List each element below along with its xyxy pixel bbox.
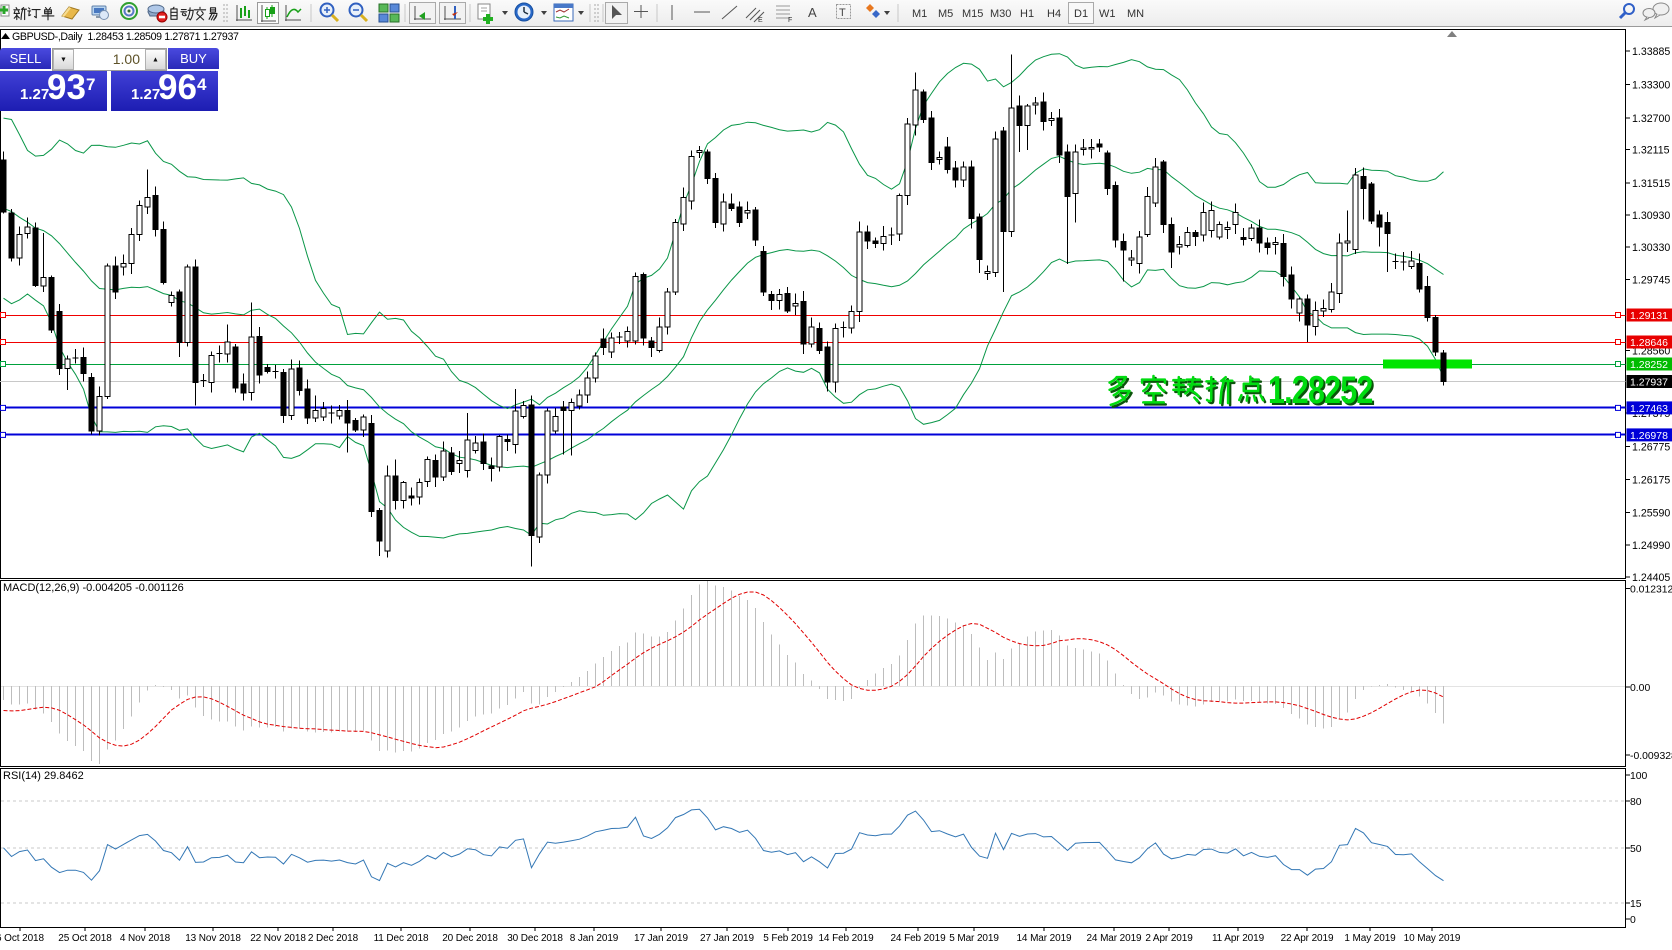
svg-text:11 Dec 2018: 11 Dec 2018	[374, 933, 429, 944]
svg-text:1.25590: 1.25590	[1632, 508, 1670, 520]
svg-text:H1: H1	[1020, 8, 1034, 20]
svg-text:14 Feb 2019: 14 Feb 2019	[818, 933, 874, 944]
svg-text:1.32115: 1.32115	[1632, 145, 1670, 157]
svg-text:1 May 2019: 1 May 2019	[1344, 933, 1396, 944]
svg-text:H4: H4	[1047, 8, 1061, 20]
svg-text:0: 0	[1630, 915, 1636, 926]
svg-text:22 Nov 2018: 22 Nov 2018	[250, 933, 306, 944]
svg-text:80: 80	[1630, 797, 1642, 808]
svg-text:1.28252: 1.28252	[1630, 359, 1668, 371]
svg-text:25 Oct 2018: 25 Oct 2018	[58, 933, 112, 944]
svg-text:W1: W1	[1099, 8, 1116, 20]
svg-text:17 Jan 2019: 17 Jan 2019	[634, 933, 688, 944]
svg-text:4 Nov 2018: 4 Nov 2018	[120, 933, 171, 944]
svg-text:1.32700: 1.32700	[1632, 113, 1670, 125]
svg-text:14 Mar 2019: 14 Mar 2019	[1016, 933, 1072, 944]
svg-text:1.26175: 1.26175	[1632, 475, 1670, 487]
svg-text:5 Feb 2019: 5 Feb 2019	[763, 933, 813, 944]
svg-text:50: 50	[1630, 844, 1642, 855]
svg-text:D1: D1	[1074, 8, 1088, 20]
svg-text:1.24990: 1.24990	[1632, 540, 1670, 552]
svg-text:-0.009328: -0.009328	[1630, 751, 1672, 762]
svg-text:20 Dec 2018: 20 Dec 2018	[442, 933, 498, 944]
svg-text:1.33300: 1.33300	[1632, 80, 1670, 92]
svg-text:5 Mar 2019: 5 Mar 2019	[949, 933, 999, 944]
svg-text:1.30330: 1.30330	[1632, 242, 1670, 254]
svg-text:1.31515: 1.31515	[1632, 178, 1670, 190]
svg-text:F: F	[788, 17, 792, 24]
svg-text:1.29131: 1.29131	[1630, 310, 1668, 322]
svg-text:GBPUSD-,Daily 1.28453 1.28509: GBPUSD-,Daily 1.28453 1.28509 1.27871 1.…	[12, 31, 239, 43]
svg-text:30 Dec 2018: 30 Dec 2018	[507, 933, 563, 944]
svg-text:13 Nov 2018: 13 Nov 2018	[185, 933, 241, 944]
svg-text:T: T	[839, 7, 846, 19]
svg-text:1.28646: 1.28646	[1630, 337, 1668, 349]
svg-text:15: 15	[1630, 899, 1642, 910]
svg-text:1.24405: 1.24405	[1632, 572, 1670, 584]
svg-text:1.27937: 1.27937	[1630, 377, 1668, 389]
svg-text:24 Mar 2019: 24 Mar 2019	[1086, 933, 1142, 944]
svg-text:22 Apr 2019: 22 Apr 2019	[1281, 933, 1334, 944]
svg-text:1.28252: 1.28252	[1270, 370, 1375, 413]
svg-text:1.30930: 1.30930	[1632, 210, 1670, 222]
svg-text:11 Apr 2019: 11 Apr 2019	[1212, 933, 1265, 944]
svg-text:1.28252: 1.28252	[1268, 368, 1373, 411]
svg-text:6 Oct 2018: 6 Oct 2018	[0, 933, 44, 944]
svg-text:A: A	[808, 5, 817, 20]
svg-text:2 Dec 2018: 2 Dec 2018	[308, 933, 359, 944]
svg-text:10 May 2019: 10 May 2019	[1404, 933, 1461, 944]
svg-text:MN: MN	[1127, 8, 1144, 20]
svg-text:8 Jan 2019: 8 Jan 2019	[570, 933, 619, 944]
svg-text:RSI(14) 29.8462: RSI(14) 29.8462	[3, 770, 84, 782]
svg-text:1.26978: 1.26978	[1630, 430, 1668, 442]
svg-text:M30: M30	[990, 8, 1011, 20]
svg-text:E: E	[758, 17, 763, 24]
svg-text:MACD(12,26,9) -0.004205 -0.001: MACD(12,26,9) -0.004205 -0.001126	[3, 582, 184, 594]
svg-text:27 Jan 2019: 27 Jan 2019	[700, 933, 754, 944]
svg-text:1.29745: 1.29745	[1632, 275, 1670, 287]
svg-text:24 Feb 2019: 24 Feb 2019	[890, 933, 946, 944]
svg-text:M15: M15	[962, 8, 983, 20]
svg-text:1.33885: 1.33885	[1632, 46, 1670, 58]
svg-text:0.00: 0.00	[1630, 683, 1650, 694]
svg-text:M5: M5	[938, 8, 953, 20]
svg-text:1.27463: 1.27463	[1630, 403, 1668, 415]
svg-text:M1: M1	[912, 8, 927, 20]
svg-text:1.26775: 1.26775	[1632, 442, 1670, 454]
svg-text:100: 100	[1630, 771, 1648, 782]
svg-text:0.012312: 0.012312	[1630, 585, 1672, 596]
svg-text:2 Apr 2019: 2 Apr 2019	[1145, 933, 1193, 944]
